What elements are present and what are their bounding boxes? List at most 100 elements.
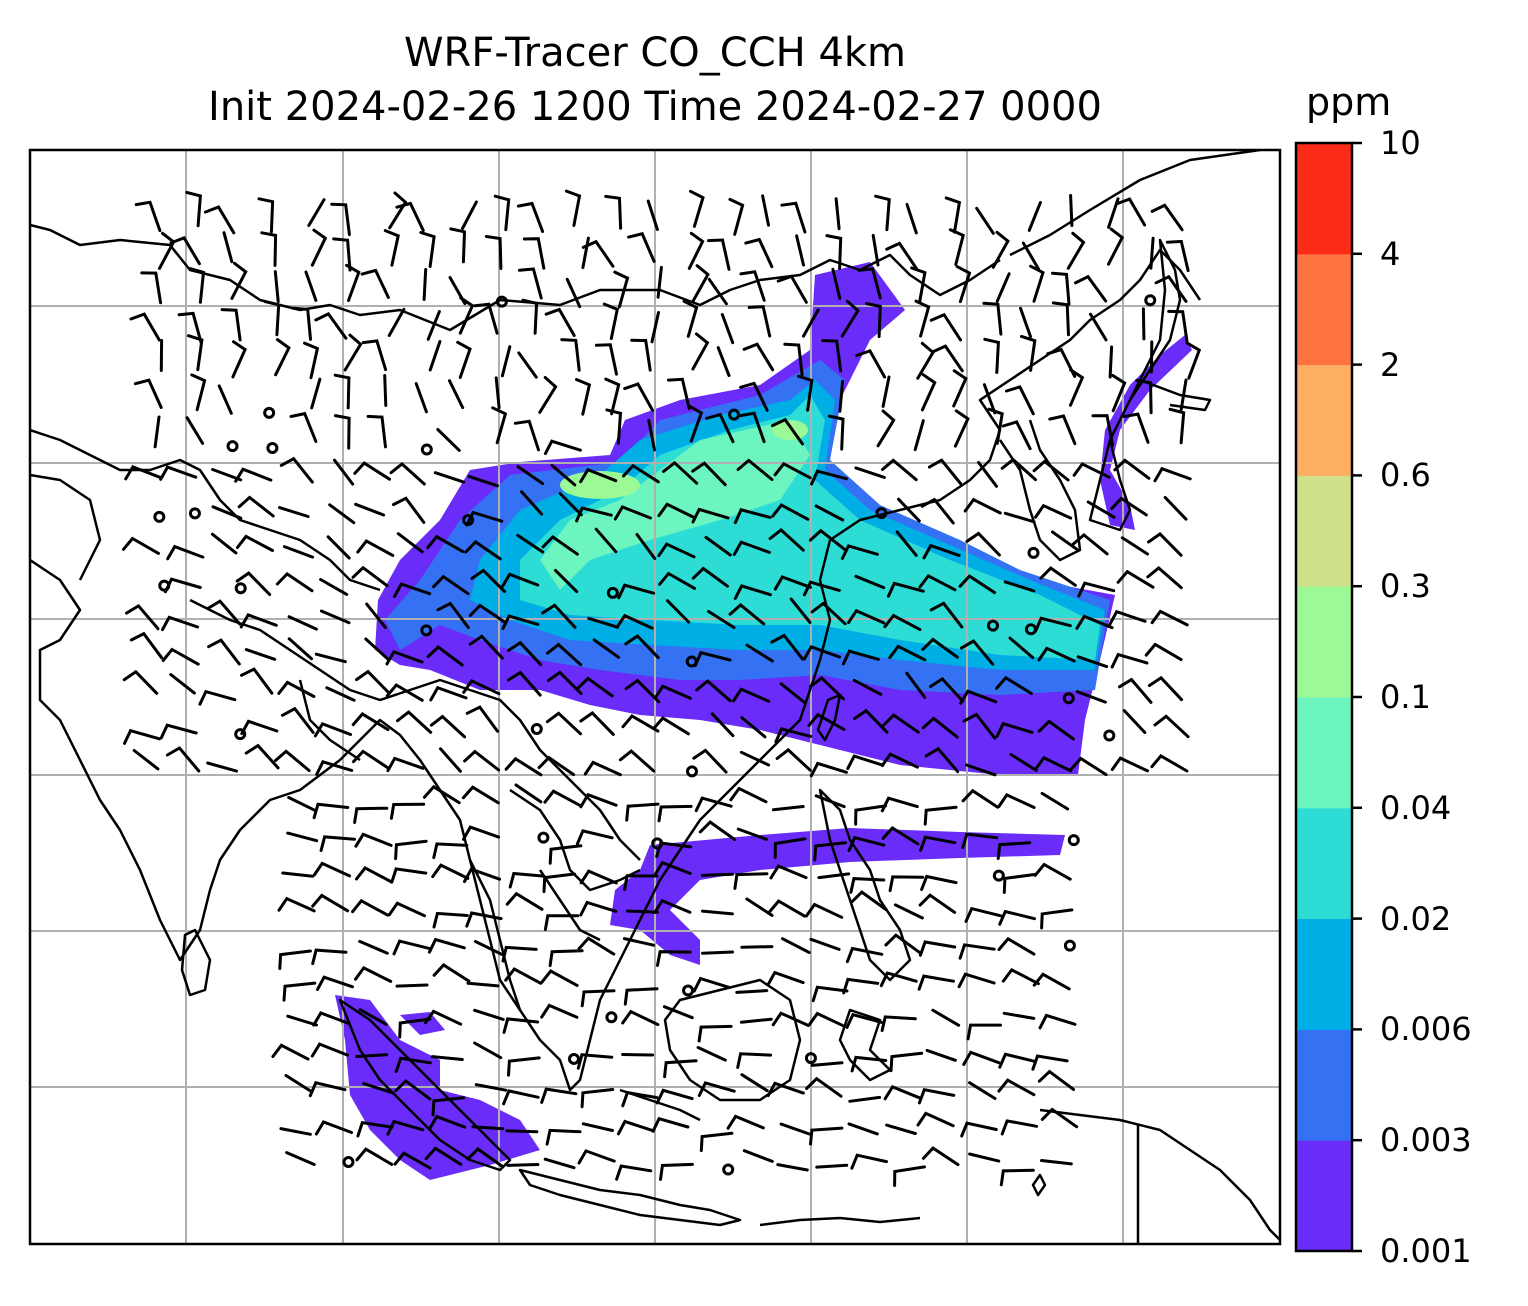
wind-barb <box>540 969 579 987</box>
wind-barb <box>185 190 202 228</box>
wind-barb <box>697 1024 733 1043</box>
wind-barb <box>809 1126 844 1146</box>
wind-barb <box>493 194 511 232</box>
wind-barb <box>312 861 351 878</box>
wind-barb <box>905 202 918 235</box>
wind-barb <box>332 237 352 272</box>
wind-barb <box>540 1087 578 1104</box>
wind-barb <box>505 1129 539 1134</box>
wind-barb <box>504 967 543 985</box>
wind-barb <box>771 417 804 446</box>
wind-barb <box>716 346 731 378</box>
wind-barb <box>316 975 354 991</box>
calm-wind-marker <box>1062 692 1075 705</box>
wind-barb <box>805 902 844 919</box>
colorbar-unit: ppm <box>1306 80 1392 124</box>
wind-barb <box>622 463 660 484</box>
wind-barb <box>424 1009 463 1026</box>
wind-barb <box>484 235 503 270</box>
wind-barb <box>473 302 499 335</box>
wind-barb <box>466 1147 504 1168</box>
wind-barb <box>125 603 160 631</box>
wind-barb <box>428 1114 467 1131</box>
wind-barb <box>579 869 618 885</box>
wind-barb <box>580 989 616 1008</box>
wind-barb <box>808 528 846 551</box>
wind-barb <box>198 689 237 706</box>
wind-barb <box>701 950 734 955</box>
wind-barb <box>840 544 879 560</box>
calm-wind-marker <box>420 443 433 456</box>
wind-barb <box>548 844 583 865</box>
wind-barb <box>613 270 630 309</box>
wind-barb <box>1110 652 1149 669</box>
wind-barb <box>959 689 998 705</box>
wind-barb <box>1040 791 1070 811</box>
wind-barb <box>474 1083 508 1092</box>
wind-barb <box>581 239 615 268</box>
wind-barb <box>696 1046 727 1062</box>
colorbar-segment <box>1296 697 1352 809</box>
wind-barb <box>922 543 961 560</box>
calm-wind-marker <box>342 1156 355 1169</box>
wind-barb <box>333 458 355 486</box>
wind-barb <box>1163 496 1188 521</box>
wind-barb <box>775 747 812 772</box>
wind-barb <box>883 613 922 632</box>
wind-barb <box>1038 1013 1077 1030</box>
wind-barb <box>931 1008 961 1027</box>
wind-barb <box>699 1131 734 1153</box>
wind-barb <box>158 231 176 270</box>
wind-barb <box>271 1043 310 1061</box>
wind-barb <box>650 311 660 344</box>
wind-barb <box>920 497 955 525</box>
wind-barb <box>1168 407 1186 445</box>
wind-barb <box>616 1119 655 1136</box>
wind-barb <box>522 237 546 270</box>
wind-barb <box>1108 609 1147 626</box>
wind-barb <box>281 871 315 878</box>
map-subtitle: Init 2024-02-26 1200 Time 2024-02-27 000… <box>208 84 1102 130</box>
wind-barb <box>122 669 159 695</box>
wind-barb <box>398 1017 432 1039</box>
colorbar-tick-label: 0.1 <box>1380 678 1431 716</box>
wind-barb <box>789 597 812 624</box>
wind-barb <box>244 648 277 661</box>
wind-barb <box>343 333 363 372</box>
wind-barb <box>704 535 732 557</box>
wind-barb <box>210 532 238 555</box>
wind-barb <box>545 1128 582 1146</box>
wind-barb <box>655 841 693 858</box>
wind-barb <box>635 533 657 561</box>
wind-barb <box>564 189 582 227</box>
wind-barb <box>165 746 201 773</box>
wind-barb <box>736 827 768 841</box>
wind-barb <box>740 945 774 949</box>
wind-barb <box>206 599 242 626</box>
wind-barb <box>354 965 393 983</box>
wind-barb <box>277 896 316 913</box>
wind-barb <box>605 408 623 445</box>
wind-barb <box>855 348 887 379</box>
wind-barb <box>540 1003 579 1019</box>
wind-barb <box>550 463 577 487</box>
wind-barb <box>766 1081 805 1098</box>
calm-wind-marker <box>1063 939 1076 952</box>
wind-barbs <box>122 189 1202 1187</box>
wind-barb <box>728 603 766 626</box>
wind-barb <box>1033 862 1072 881</box>
wind-barb <box>919 835 957 852</box>
wind-barb <box>925 1048 957 1062</box>
wind-barb <box>653 898 692 914</box>
wind-barb <box>1051 301 1070 337</box>
wind-barb <box>133 378 163 409</box>
wind-barb <box>965 763 997 777</box>
wind-barb <box>217 384 233 415</box>
wind-barb <box>1032 459 1070 482</box>
wind-barb <box>707 610 736 629</box>
wind-barb <box>707 277 728 306</box>
wind-barb <box>431 1096 466 1117</box>
wind-barb <box>319 578 349 596</box>
wind-barb <box>991 230 1010 269</box>
wind-barb <box>304 270 318 302</box>
